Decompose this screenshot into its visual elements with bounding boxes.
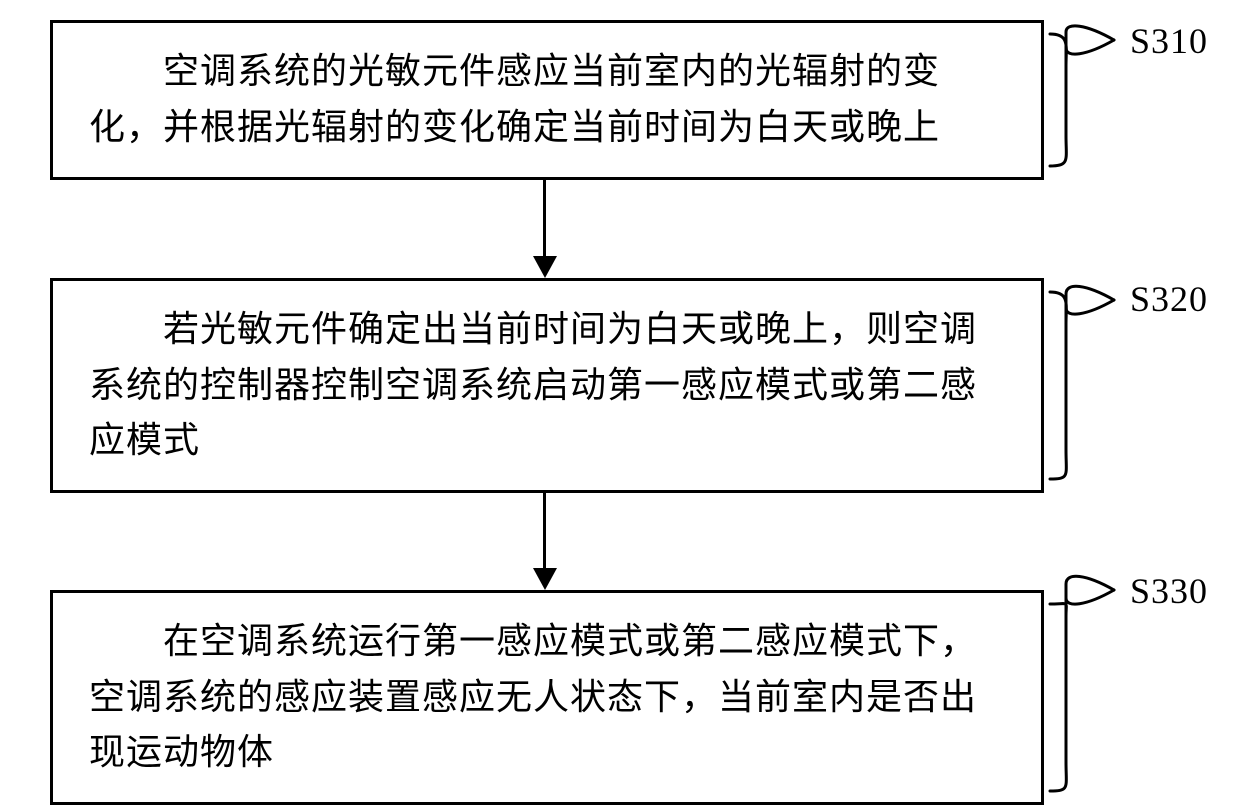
flow-box-s310: 空调系统的光敏元件感应当前室内的光辐射的变化，并根据光辐射的变化确定当前时间为白…	[50, 20, 1044, 180]
label-s320: S320	[1130, 278, 1208, 320]
brace-s310	[1044, 20, 1134, 180]
flow-box-s320-text: 若光敏元件确定出当前时间为白天或晚上，则空调系统的控制器控制空调系统启动第一感应…	[89, 302, 1005, 469]
label-s330: S330	[1130, 570, 1208, 612]
flow-box-s330-text: 在空调系统运行第一感应模式或第二感应模式下，空调系统的感应装置感应无人状态下，当…	[89, 614, 1005, 781]
brace-s330	[1044, 570, 1134, 805]
flow-box-s320: 若光敏元件确定出当前时间为白天或晚上，则空调系统的控制器控制空调系统启动第一感应…	[50, 278, 1044, 493]
flow-box-s310-text: 空调系统的光敏元件感应当前室内的光辐射的变化，并根据光辐射的变化确定当前时间为白…	[89, 44, 1005, 156]
label-s310: S310	[1130, 20, 1208, 62]
brace-s320	[1044, 278, 1134, 493]
flow-box-s330: 在空调系统运行第一感应模式或第二感应模式下，空调系统的感应装置感应无人状态下，当…	[50, 590, 1044, 805]
